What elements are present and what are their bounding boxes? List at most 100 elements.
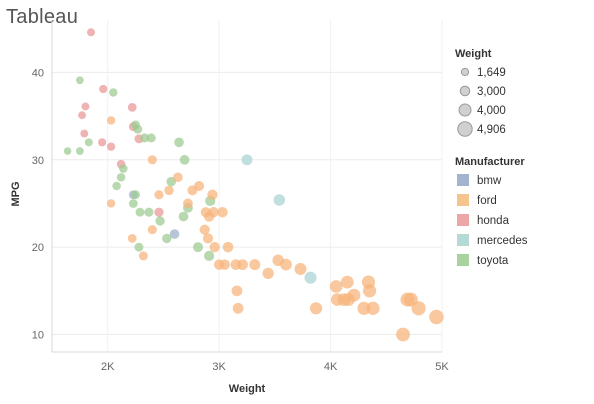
- data-point[interactable]: [202, 233, 214, 244]
- data-point[interactable]: [106, 199, 116, 208]
- data-point[interactable]: [138, 251, 148, 261]
- data-point[interactable]: [249, 259, 261, 271]
- color-legend-swatch: [457, 254, 469, 266]
- data-point[interactable]: [231, 285, 243, 297]
- data-point[interactable]: [112, 181, 121, 191]
- data-point[interactable]: [119, 164, 128, 173]
- data-point[interactable]: [164, 185, 174, 196]
- color-legend: bmw ford honda mercedes toyota: [457, 174, 528, 267]
- data-point[interactable]: [347, 288, 361, 302]
- data-point[interactable]: [78, 111, 87, 120]
- data-point[interactable]: [84, 138, 93, 147]
- data-point[interactable]: [81, 102, 90, 111]
- data-point[interactable]: [217, 206, 228, 218]
- color-legend-swatch: [457, 234, 469, 246]
- y-axis-title: MPG: [10, 181, 22, 206]
- size-legend-marker: [459, 85, 471, 97]
- data-point[interactable]: [366, 301, 380, 315]
- data-point[interactable]: [262, 267, 274, 280]
- data-point[interactable]: [131, 120, 140, 130]
- color-legend-swatch: [457, 214, 469, 226]
- data-point[interactable]: [147, 155, 157, 165]
- app-title: Tableau: [6, 6, 79, 28]
- data-point[interactable]: [209, 241, 220, 253]
- data-point[interactable]: [109, 88, 118, 97]
- size-legend-marker: [458, 103, 472, 117]
- data-point[interactable]: [304, 271, 317, 284]
- size-legend-title: Weight: [455, 48, 492, 60]
- series-ford: [106, 116, 444, 342]
- data-point[interactable]: [86, 28, 96, 37]
- data-points: [63, 28, 444, 342]
- data-point[interactable]: [147, 225, 157, 235]
- data-point[interactable]: [106, 142, 116, 151]
- axes: Weight MPG 10 20 30 40 2K 3K 4K 5K: [10, 20, 449, 395]
- gridlines: [52, 20, 443, 352]
- data-point[interactable]: [128, 199, 138, 208]
- data-point[interactable]: [329, 280, 343, 293]
- data-point[interactable]: [174, 137, 184, 148]
- data-point[interactable]: [183, 198, 193, 209]
- data-point[interactable]: [429, 309, 444, 325]
- color-legend-swatch: [457, 174, 469, 186]
- data-point[interactable]: [194, 180, 205, 192]
- data-point[interactable]: [203, 250, 215, 262]
- data-point[interactable]: [80, 129, 89, 138]
- y-tick-label: 30: [32, 155, 44, 167]
- data-point[interactable]: [63, 147, 72, 155]
- data-point[interactable]: [173, 172, 183, 183]
- data-point[interactable]: [98, 138, 107, 147]
- data-point[interactable]: [75, 76, 84, 85]
- data-point[interactable]: [222, 241, 234, 253]
- data-point[interactable]: [208, 207, 219, 218]
- x-tick-label: 2K: [101, 361, 115, 373]
- data-point[interactable]: [219, 259, 230, 270]
- data-point[interactable]: [309, 302, 323, 315]
- data-point[interactable]: [162, 233, 172, 244]
- data-point[interactable]: [178, 211, 189, 222]
- data-point[interactable]: [362, 284, 377, 298]
- data-point[interactable]: [237, 259, 248, 271]
- data-point[interactable]: [116, 172, 126, 182]
- data-point[interactable]: [192, 242, 203, 253]
- data-point[interactable]: [135, 207, 145, 217]
- x-axis-title: Weight: [229, 383, 266, 395]
- x-tick-label: 5K: [435, 361, 449, 373]
- data-point[interactable]: [127, 102, 137, 112]
- size-legend-label: 3,000: [477, 86, 506, 98]
- data-point[interactable]: [280, 258, 292, 271]
- color-legend-label: toyota: [477, 255, 509, 267]
- data-point[interactable]: [294, 263, 307, 275]
- data-point[interactable]: [106, 116, 116, 125]
- data-point[interactable]: [146, 133, 156, 143]
- data-point[interactable]: [169, 229, 180, 239]
- data-point[interactable]: [99, 84, 108, 94]
- data-point[interactable]: [134, 242, 144, 252]
- data-point[interactable]: [179, 154, 190, 165]
- series-honda: [78, 28, 164, 217]
- x-tick-label: 3K: [212, 361, 226, 373]
- data-point[interactable]: [155, 216, 165, 226]
- data-point[interactable]: [232, 302, 244, 314]
- data-point[interactable]: [144, 207, 154, 217]
- data-point[interactable]: [127, 234, 137, 243]
- color-legend-label: mercedes: [477, 235, 528, 247]
- data-point[interactable]: [139, 133, 149, 143]
- series-mercedes: [241, 154, 317, 284]
- data-point[interactable]: [340, 275, 354, 289]
- data-point[interactable]: [199, 224, 210, 235]
- color-legend-label: honda: [477, 215, 510, 227]
- color-legend-label: bmw: [477, 175, 502, 187]
- data-point[interactable]: [273, 194, 286, 206]
- data-point[interactable]: [154, 190, 164, 200]
- data-point[interactable]: [207, 189, 218, 200]
- size-legend-label: 4,906: [477, 124, 506, 136]
- size-legend-marker: [460, 67, 470, 77]
- data-point[interactable]: [75, 147, 84, 155]
- data-point[interactable]: [396, 327, 410, 342]
- data-point[interactable]: [411, 301, 426, 316]
- data-point[interactable]: [241, 154, 253, 166]
- data-point[interactable]: [154, 207, 164, 217]
- color-legend-title: Manufacturer: [455, 156, 525, 168]
- data-point[interactable]: [131, 190, 140, 200]
